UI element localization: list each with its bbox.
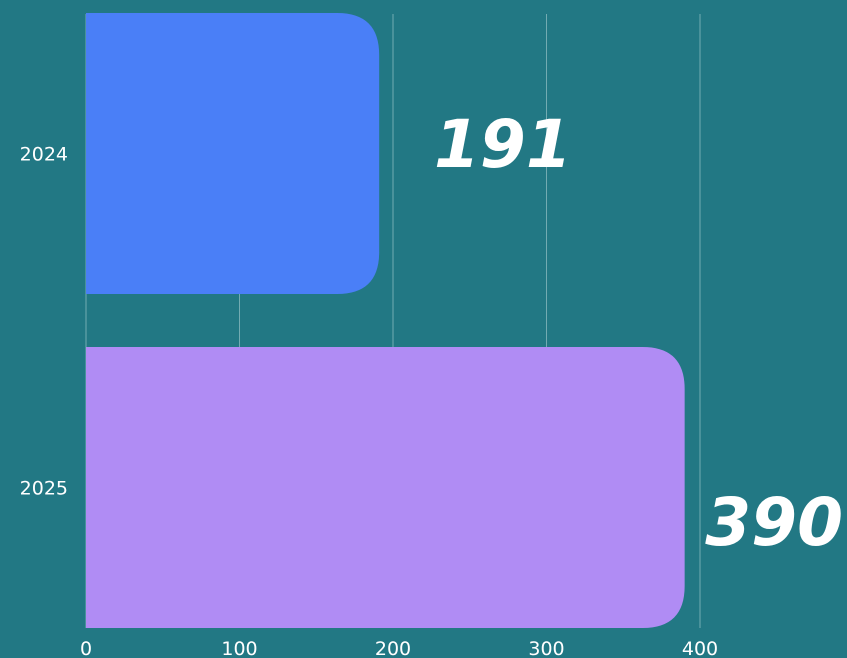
x-tick-labels: 0 100 200 300 400 <box>80 638 718 658</box>
x-tick-100: 100 <box>221 638 257 658</box>
x-tick-400: 400 <box>682 638 718 658</box>
value-label-2024: 191 <box>434 106 572 183</box>
x-tick-0: 0 <box>80 638 92 658</box>
bars <box>86 13 685 628</box>
bar-2025 <box>86 347 685 628</box>
x-tick-200: 200 <box>375 638 411 658</box>
category-label-2024: 2024 <box>20 144 68 166</box>
x-tick-300: 300 <box>528 638 564 658</box>
category-label-2025: 2025 <box>20 478 68 500</box>
value-labels: 191 390 <box>434 106 843 561</box>
value-label-2025: 390 <box>705 484 843 561</box>
category-labels: 2024 2025 <box>20 144 68 500</box>
bar-2024 <box>86 13 380 294</box>
